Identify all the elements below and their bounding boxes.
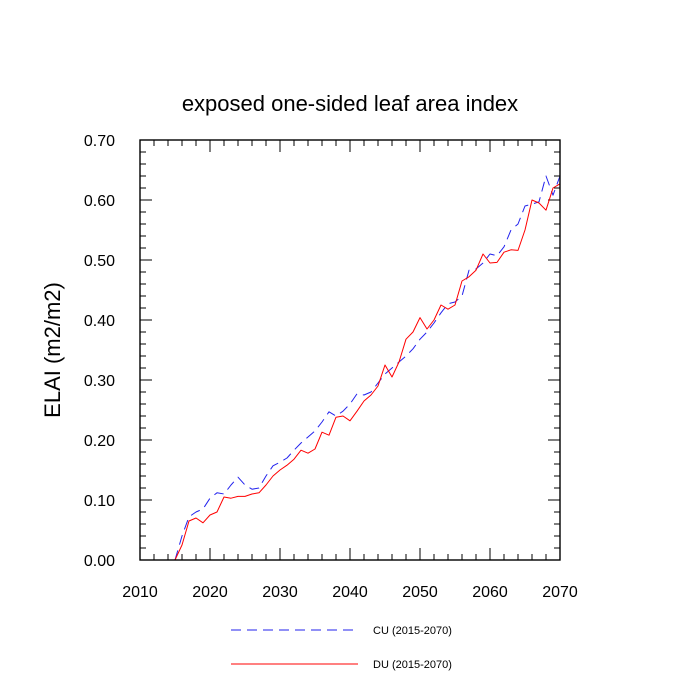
y-tick-label: 0.50: [84, 253, 115, 270]
plot-frame: [139, 139, 561, 561]
chart-title: exposed one-sided leaf area index: [182, 91, 518, 116]
y-tick-label: 0.30: [84, 373, 115, 390]
y-tick-label: 0.00: [84, 553, 115, 570]
series-line-cu: [174, 175, 561, 561]
series-line-du: [174, 183, 561, 561]
y-tick-label: 0.40: [84, 313, 115, 330]
y-tick-label: 0.60: [84, 193, 115, 210]
legend-label: DU (2015-2070): [373, 659, 452, 671]
x-tick-label: 2040: [332, 584, 368, 601]
y-tick-label: 0.10: [84, 493, 115, 510]
x-tick-label: 2070: [542, 584, 578, 601]
x-tick-label: 2020: [192, 584, 228, 601]
y-axis-label: ELAI (m2/m2): [40, 282, 65, 418]
y-tick-label: 0.70: [84, 133, 115, 150]
legend-label: CU (2015-2070): [373, 625, 452, 637]
legend: CU (2015-2070) DU (2015-2070): [231, 625, 452, 671]
x-tick-label: 2050: [402, 584, 438, 601]
axis-ticks: 2010 2020 2030 2040 2050 2060 2070 0.00 0.10 0.20…: [84, 133, 578, 601]
x-tick-label: 2010: [122, 584, 158, 601]
series-layer: [174, 175, 561, 561]
y-tick-label: 0.20: [84, 433, 115, 450]
x-tick-label: 2060: [472, 584, 508, 601]
x-tick-label: 2030: [262, 584, 298, 601]
